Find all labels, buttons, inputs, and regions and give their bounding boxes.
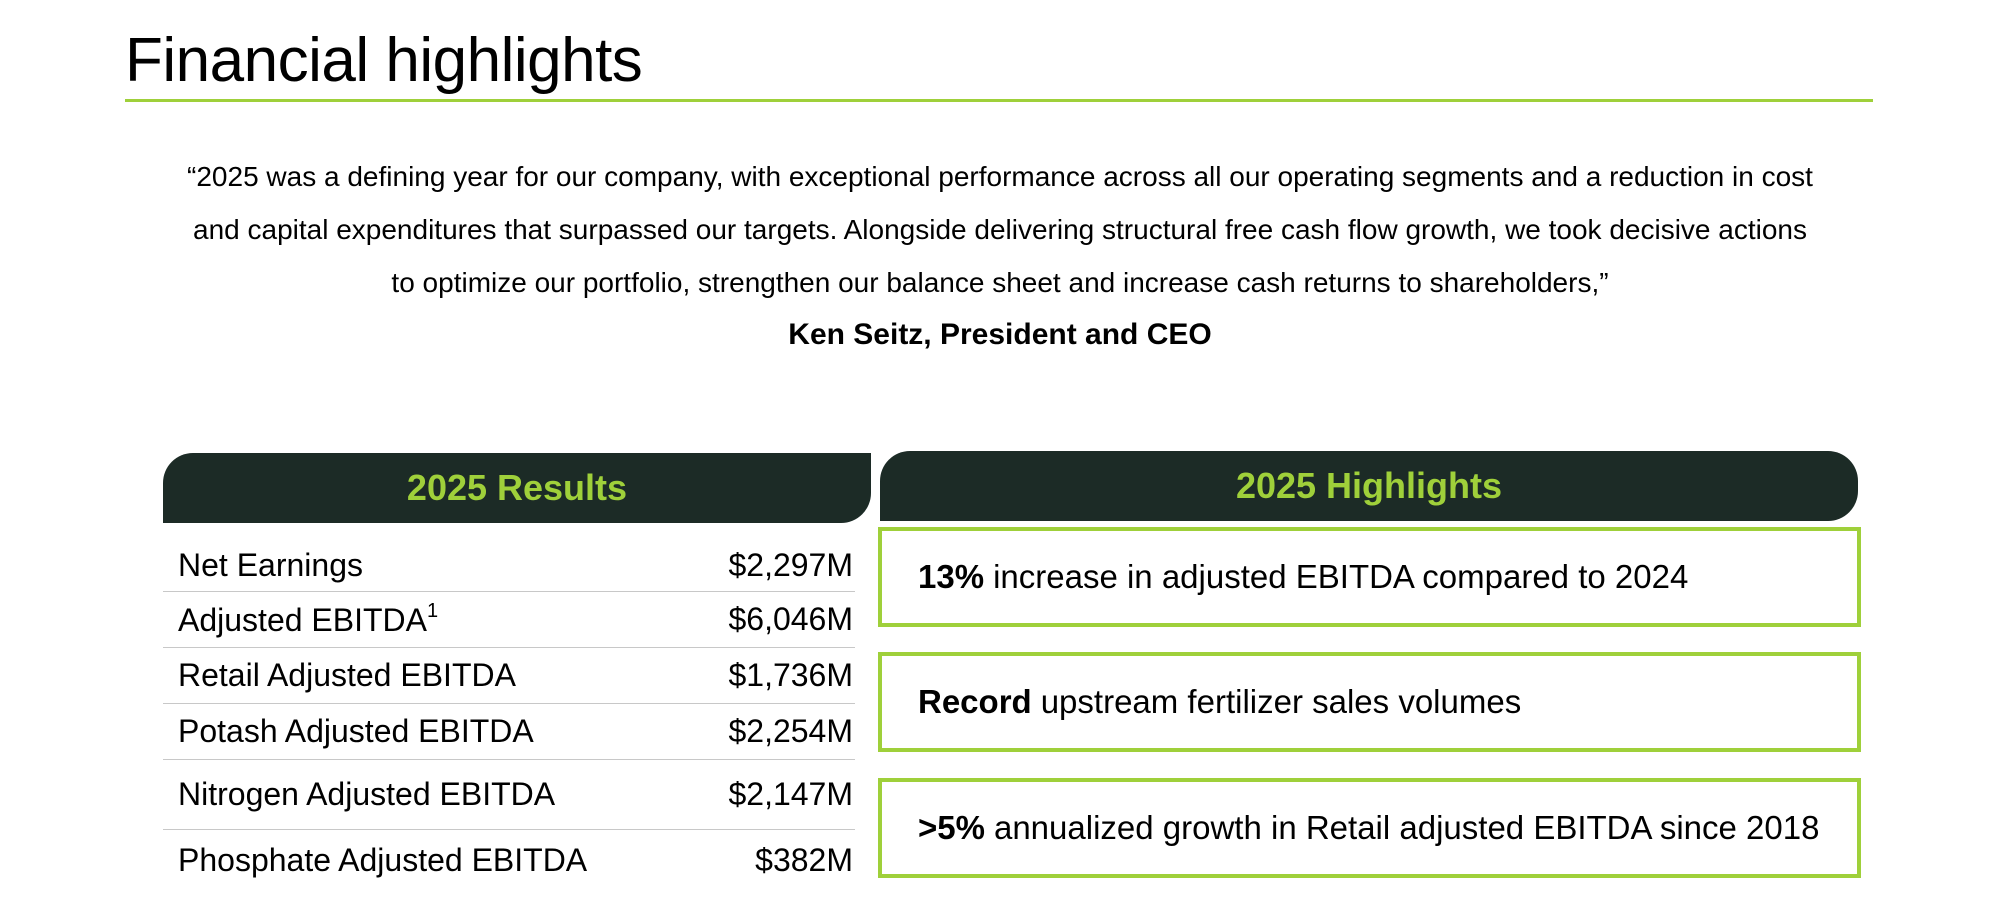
result-label-group: Adjusted EBITDA1 xyxy=(178,600,438,639)
page-title: Financial highlights xyxy=(125,26,643,95)
footnote-marker: 1 xyxy=(427,600,439,622)
quote-line: “2025 was a defining year for our compan… xyxy=(187,161,1813,192)
title-underline xyxy=(125,99,1873,102)
result-label: Net Earnings xyxy=(178,547,363,583)
highlight-box-ebitda-growth: 13% increase in adjusted EBITDA compared… xyxy=(878,527,1861,627)
result-row-retail: Retail Adjusted EBITDA $1,736M xyxy=(163,648,855,704)
result-row-nitrogen: Nitrogen Adjusted EBITDA $2,147M xyxy=(163,760,855,830)
highlight-emphasis: >5% xyxy=(918,809,985,846)
result-row-net-earnings: Net Earnings $2,297M xyxy=(163,540,855,592)
highlights-header: 2025 Highlights xyxy=(880,451,1858,521)
result-value: $2,147M xyxy=(728,776,853,812)
highlight-text: annualized growth in Retail adjusted EBI… xyxy=(993,809,1820,846)
result-row-potash: Potash Adjusted EBITDA $2,254M xyxy=(163,704,855,760)
result-label: Retail Adjusted EBITDA xyxy=(178,657,516,693)
highlight-text: increase in adjusted EBITDA compared to … xyxy=(993,558,1689,595)
result-value: $382M xyxy=(755,841,853,878)
highlight-text: upstream fertilizer sales volumes xyxy=(1040,683,1522,720)
result-value: $2,297M xyxy=(728,547,853,583)
ceo-quote: “2025 was a defining year for our compan… xyxy=(135,150,1865,309)
quote-line: and capital expenditures that surpassed … xyxy=(193,214,1807,245)
highlight-emphasis: Record xyxy=(918,683,1032,720)
highlight-box-record-volumes: Record upstream fertilizer sales volumes xyxy=(878,652,1861,752)
quote-attribution: Ken Seitz, President and CEO xyxy=(788,318,1212,351)
result-label: Adjusted EBITDA xyxy=(178,602,427,638)
result-value: $2,254M xyxy=(728,713,853,749)
quote-line: to optimize our portfolio, strengthen ou… xyxy=(391,267,1609,298)
highlight-box-retail-growth: >5% annualized growth in Retail adjusted… xyxy=(878,778,1861,878)
result-label: Potash Adjusted EBITDA xyxy=(178,713,534,749)
result-label: Nitrogen Adjusted EBITDA xyxy=(178,776,556,812)
results-header: 2025 Results xyxy=(163,453,871,523)
highlight-emphasis: 13% xyxy=(918,558,985,595)
result-row-adjusted-ebitda: Adjusted EBITDA1 $6,046M xyxy=(163,592,855,648)
result-label: Phosphate Adjusted EBITDA xyxy=(178,841,588,878)
result-row-phosphate: Phosphate Adjusted EBITDA $382M xyxy=(163,830,855,890)
result-value: $1,736M xyxy=(728,657,853,693)
result-value: $6,046M xyxy=(728,601,853,637)
